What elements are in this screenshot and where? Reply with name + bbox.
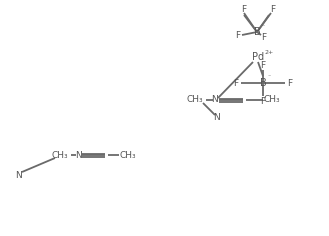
Text: F: F — [288, 79, 292, 88]
Text: B: B — [254, 27, 260, 37]
Text: CH₃: CH₃ — [187, 96, 203, 105]
Text: F: F — [234, 79, 239, 88]
Text: F: F — [261, 97, 266, 105]
Text: B: B — [260, 78, 266, 88]
Text: N: N — [212, 96, 218, 105]
Text: ⁻: ⁻ — [261, 25, 265, 30]
Text: CH₃: CH₃ — [264, 96, 280, 105]
Text: F: F — [261, 60, 266, 69]
Text: ⁻: ⁻ — [267, 76, 271, 80]
Text: CH₃: CH₃ — [120, 151, 136, 160]
Text: F: F — [270, 5, 276, 14]
Text: 2+: 2+ — [265, 50, 274, 55]
Text: N: N — [214, 114, 220, 122]
Text: F: F — [241, 5, 246, 14]
Text: F: F — [236, 31, 240, 41]
Text: F: F — [262, 33, 266, 42]
Text: N: N — [14, 170, 21, 180]
Text: N: N — [75, 151, 81, 160]
Text: Pd: Pd — [252, 52, 264, 62]
Text: CH₃: CH₃ — [52, 151, 68, 160]
